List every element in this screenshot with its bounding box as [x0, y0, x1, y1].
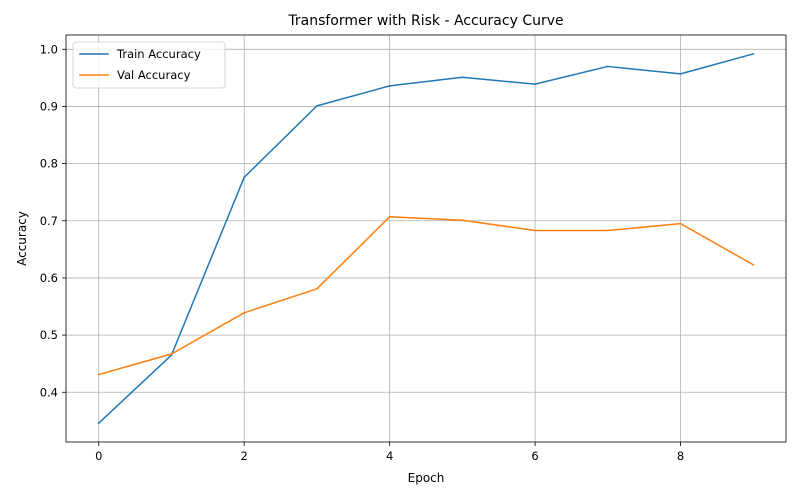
data-point-train-accuracy: [97, 422, 100, 425]
legend: Train Accuracy Val Accuracy: [72, 41, 226, 89]
data-point-val-accuracy: [461, 219, 464, 222]
data-point-val-accuracy: [752, 263, 755, 266]
y-tick-label: 1.0: [40, 42, 58, 56]
data-point-train-accuracy: [752, 52, 755, 55]
x-tick-label: 6: [531, 449, 538, 463]
y-tick-label: 0.6: [40, 271, 58, 285]
data-point-train-accuracy: [606, 65, 609, 68]
x-axis-ticks: 0 2 4 6 8: [95, 442, 684, 463]
grid: [66, 35, 786, 442]
y-tick-label: 0.5: [40, 328, 58, 342]
legend-box: [72, 41, 226, 89]
data-point-val-accuracy: [243, 311, 246, 314]
legend-label-val-accuracy: Val Accuracy: [117, 68, 191, 82]
data-point-val-accuracy: [170, 353, 173, 355]
data-point-train-accuracy: [316, 104, 318, 107]
data-point-train-accuracy: [388, 84, 391, 87]
y-tick-label: 0.9: [40, 99, 58, 113]
series-line-val-accuracy: [97, 216, 755, 376]
data-point-val-accuracy: [316, 287, 318, 290]
y-tick-label: 0.8: [40, 157, 58, 171]
y-tick-label: 0.4: [40, 385, 58, 399]
data-point-train-accuracy: [534, 83, 536, 86]
x-tick-label: 2: [241, 449, 248, 463]
data-point-train-accuracy: [679, 72, 682, 75]
data-point-val-accuracy: [679, 222, 682, 225]
plot-frame: [65, 34, 787, 443]
x-tick-label: 8: [677, 449, 684, 463]
y-tick-label: 0.7: [40, 214, 58, 228]
legend-label-train-accuracy: Train Accuracy: [116, 47, 201, 61]
series-line-train-accuracy: [97, 52, 755, 425]
data-point-val-accuracy: [388, 215, 391, 218]
x-tick-label: 0: [95, 449, 102, 463]
series-lines: [97, 52, 755, 425]
x-axis-label: Epoch: [408, 471, 445, 485]
data-point-val-accuracy: [534, 229, 536, 232]
data-point-val-accuracy: [97, 373, 100, 376]
data-point-val-accuracy: [606, 229, 609, 232]
y-axis-label: Accuracy: [15, 211, 29, 266]
data-point-train-accuracy: [461, 76, 464, 79]
data-point-train-accuracy: [243, 176, 246, 179]
y-axis-ticks: 0.4 0.5 0.6 0.7 0.8 0.9 1.0: [40, 42, 66, 399]
x-tick-label: 4: [386, 449, 393, 463]
chart-title: Transformer with Risk - Accuracy Curve: [287, 13, 563, 29]
